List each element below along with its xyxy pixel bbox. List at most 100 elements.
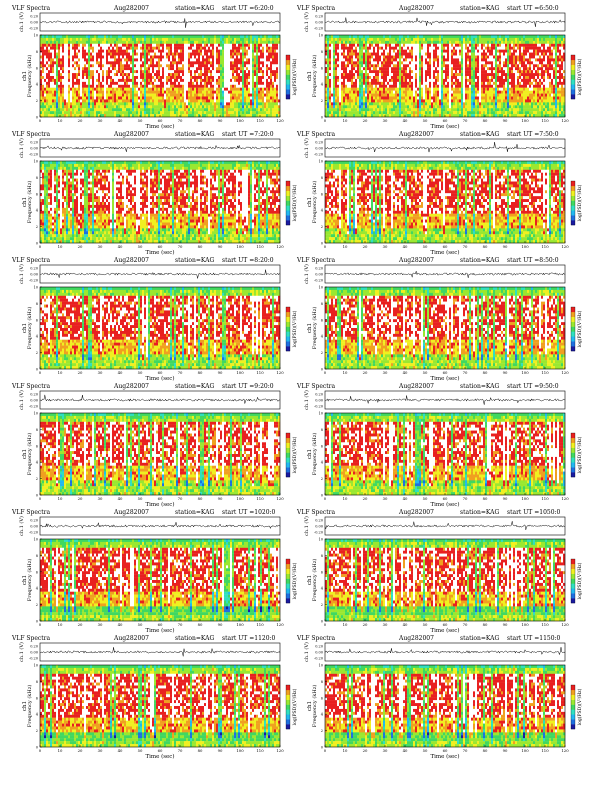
y-tick-label: 8: [36, 428, 38, 432]
spectrogram-panel-11: VLF Spectra Aug282007 station=KAG start UT …: [296, 635, 583, 760]
y-tick-label: 6: [36, 192, 38, 196]
y-tick-label: 2: [321, 477, 323, 481]
colorbar-segment: [571, 317, 575, 322]
trace-tick-label: 0.20: [315, 141, 323, 145]
panel-station: station=KAG: [460, 383, 499, 390]
x-tick-label: 10: [58, 622, 63, 627]
panel-date: Aug282007: [398, 5, 434, 12]
x-tick-label: 80: [198, 622, 203, 627]
panel-date: Aug282007: [113, 5, 149, 12]
y-tick-label: 6: [321, 696, 323, 700]
x-tick-label: 30: [383, 244, 388, 249]
trace-tick-label: -0.20: [314, 27, 323, 31]
x-tick-label: 80: [483, 244, 488, 249]
x-tick-label: 90: [503, 118, 508, 123]
y-tick-label: 2: [321, 225, 323, 229]
x-tick-label: 60: [158, 496, 163, 501]
colorbar-segment: [571, 70, 575, 75]
y-tick-label: 2: [36, 351, 38, 355]
colorbar-segment: [286, 724, 290, 729]
x-tick-label: 110: [256, 370, 264, 375]
x-tick-label: 20: [363, 370, 368, 375]
trace-line: [325, 396, 565, 405]
x-tick-label: 100: [236, 118, 244, 123]
y-tick-label: 2: [36, 603, 38, 607]
colorbar-segment: [286, 583, 290, 588]
y-tick-label: 2: [321, 351, 323, 355]
y-tick-label: 6: [36, 696, 38, 700]
spectrogram-image: [40, 287, 280, 369]
colorbar-segment: [571, 336, 575, 341]
x-tick-label: 110: [541, 244, 549, 249]
y-tick-label: 6: [321, 192, 323, 196]
colorbar-segment: [571, 709, 575, 714]
colorbar-segment: [286, 579, 290, 584]
y-axis-label: Frequency (kHz): [311, 181, 318, 224]
trace-y-label: ch.1 (V): [18, 264, 25, 284]
colorbar-segment: [571, 569, 575, 574]
panel-date: Aug282007: [398, 131, 434, 138]
spectrogram-image: [40, 665, 280, 747]
colorbar-segment: [571, 443, 575, 448]
colorbar-segment: [571, 220, 575, 225]
y-tick-label: 4: [321, 587, 324, 591]
trace-tick-label: 0.00: [30, 21, 38, 25]
x-tick-label: 80: [483, 622, 488, 627]
x-tick-label: 90: [503, 370, 508, 375]
colorbar-segment: [571, 598, 575, 603]
colorbar-segment: [286, 75, 290, 80]
panel-date: Aug282007: [398, 383, 434, 390]
panel-date: Aug282007: [398, 257, 434, 264]
x-tick-label: 0: [324, 118, 327, 123]
x-tick-label: 60: [443, 748, 448, 753]
y-axis-label: Frequency (kHz): [26, 55, 33, 98]
colorbar-segment: [286, 593, 290, 598]
panel-title: VLF Spectra: [296, 383, 336, 390]
spectrogram-image: [325, 539, 565, 621]
vlf-spectra-figure: VLF Spectra Aug282007 station=KAG start UT …: [0, 0, 612, 792]
y-tick-label: 6: [36, 318, 38, 322]
y-tick-label: 10: [34, 412, 38, 416]
trace-tick-label: 0.20: [30, 519, 38, 523]
y-tick-label: 10: [34, 286, 38, 290]
trace-tick-label: 0.20: [315, 15, 323, 19]
x-tick-label: 10: [58, 496, 63, 501]
y-tick-label: 0: [36, 746, 38, 750]
trace-frame: [40, 139, 280, 157]
spectrogram-panel-6: VLF Spectra Aug282007 station=KAG start UT …: [11, 383, 298, 508]
x-tick-label: 100: [521, 622, 529, 627]
y-tick-label: 10: [319, 286, 323, 290]
panel-start-ut: start UT =6:20:0: [222, 5, 274, 12]
x-tick-label: 120: [561, 748, 569, 753]
y-tick-label: 6: [321, 444, 323, 448]
x-tick-label: 70: [463, 748, 468, 753]
colorbar-segment: [571, 331, 575, 336]
colorbar-segment: [571, 719, 575, 724]
panel-date: Aug282007: [113, 635, 149, 642]
x-axis-label: Time (sec): [430, 753, 459, 760]
colorbar-label: log(PSD)(V²/Hz): [576, 310, 583, 347]
trace-tick-label: -0.20: [29, 279, 38, 283]
x-tick-label: 100: [236, 496, 244, 501]
x-tick-label: 40: [403, 496, 408, 501]
y-tick-label: 4: [36, 587, 39, 591]
trace-y-label: ch.1 (V): [303, 516, 310, 536]
y-tick-label: 2: [36, 477, 38, 481]
colorbar-segment: [286, 719, 290, 724]
trace-tick-label: -0.20: [29, 405, 38, 409]
trace-line: [40, 395, 280, 404]
x-tick-label: 30: [383, 748, 388, 753]
colorbar-segment: [571, 583, 575, 588]
x-tick-label: 100: [521, 370, 529, 375]
colorbar-segment: [571, 191, 575, 196]
y-tick-label: 4: [321, 83, 324, 87]
colorbar-segment: [286, 695, 290, 700]
y-tick-label: 8: [321, 302, 323, 306]
x-tick-label: 80: [198, 118, 203, 123]
y-tick-label: 4: [36, 209, 39, 213]
panel-title: VLF Spectra: [11, 509, 51, 516]
x-tick-label: 50: [423, 244, 428, 249]
trace-line: [40, 647, 280, 656]
panel-date: Aug282007: [398, 509, 434, 516]
y-axis-label: Frequency (kHz): [311, 433, 318, 476]
